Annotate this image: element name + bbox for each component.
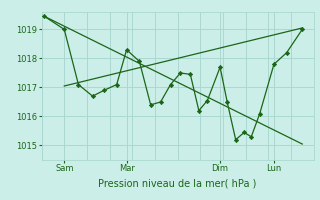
X-axis label: Pression niveau de la mer( hPa ): Pression niveau de la mer( hPa ) (99, 179, 257, 189)
